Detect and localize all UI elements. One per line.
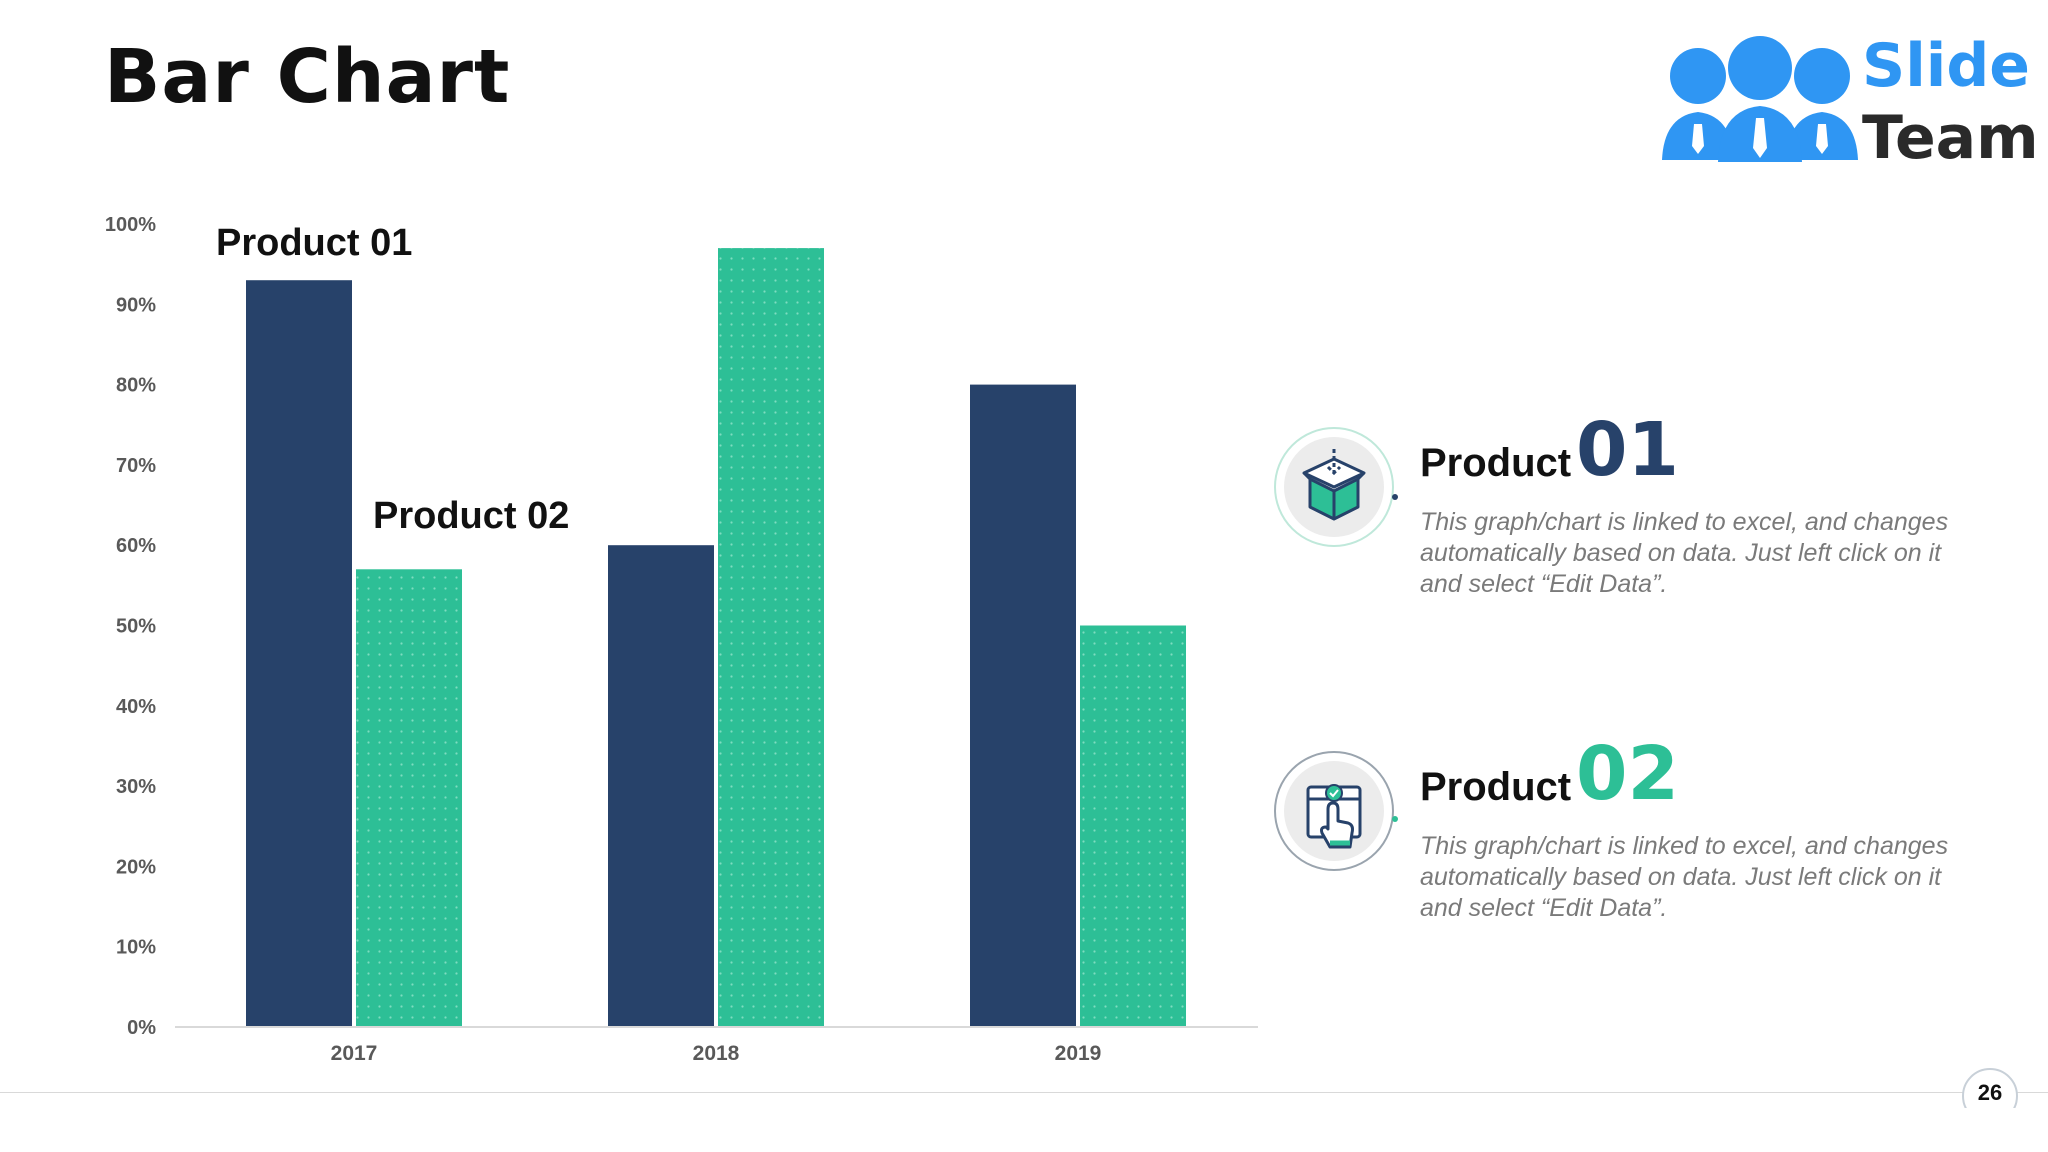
team-people-icon <box>1662 36 1858 162</box>
legend-item-product-01: Product 01 This graph/chart is linked to… <box>1274 413 1994 627</box>
y-tick-label: 40% <box>116 696 156 718</box>
bar-product-01-2018 <box>608 545 714 1027</box>
footer-divider <box>0 1092 2048 1093</box>
logo-text-team: Team <box>1862 103 2039 173</box>
bar-product-02-2017 <box>356 569 462 1027</box>
y-tick-label: 60% <box>116 535 156 557</box>
bar-product-02-2019 <box>1080 625 1186 1027</box>
x-tick-label: 2018 <box>693 1042 740 1065</box>
box-icon <box>1274 427 1398 547</box>
series-label-product-01: Product 01 <box>216 222 413 264</box>
legend-name-product-01: Product <box>1420 441 1572 485</box>
page-number: 26 <box>1962 1068 2018 1108</box>
y-tick-label: 10% <box>116 937 156 959</box>
y-tick-label: 90% <box>116 294 156 316</box>
y-tick-label: 20% <box>116 856 156 878</box>
box-tap-icon <box>1274 751 1398 871</box>
page-number-ring <box>1962 1068 2018 1108</box>
y-tick-label: 30% <box>116 776 156 798</box>
y-tick-label: 70% <box>116 455 156 477</box>
slideteam-logo: Slide Team <box>1660 28 2039 168</box>
logo-text-slide: Slide <box>1862 31 2030 101</box>
series-label-product-02: Product 02 <box>373 495 570 537</box>
page-number-text: 26 <box>1977 1080 2003 1105</box>
slide-title: Bar Chart <box>104 34 511 120</box>
x-tick-label: 2017 <box>331 1042 378 1065</box>
legend-item-product-02: Product 02 This graph/chart is linked to… <box>1274 737 1994 951</box>
y-tick-label: 100% <box>105 214 156 236</box>
y-tick-label: 0% <box>127 1017 156 1039</box>
legend-number-01: 01 <box>1576 407 1679 493</box>
legend-description-product-02: This graph/chart is linked to excel, and… <box>1420 832 1949 922</box>
bar-product-02-2018 <box>718 248 824 1028</box>
x-tick-label: 2019 <box>1055 1042 1102 1065</box>
bar-product-01-2017 <box>246 280 352 1028</box>
bar-product-01-2019 <box>970 384 1076 1028</box>
y-tick-label: 80% <box>116 375 156 397</box>
legend-description-product-01: This graph/chart is linked to excel, and… <box>1420 508 1949 598</box>
legend-number-02: 02 <box>1576 731 1679 817</box>
legend-name-product-02: Product <box>1420 765 1572 809</box>
y-tick-label: 50% <box>116 616 156 638</box>
